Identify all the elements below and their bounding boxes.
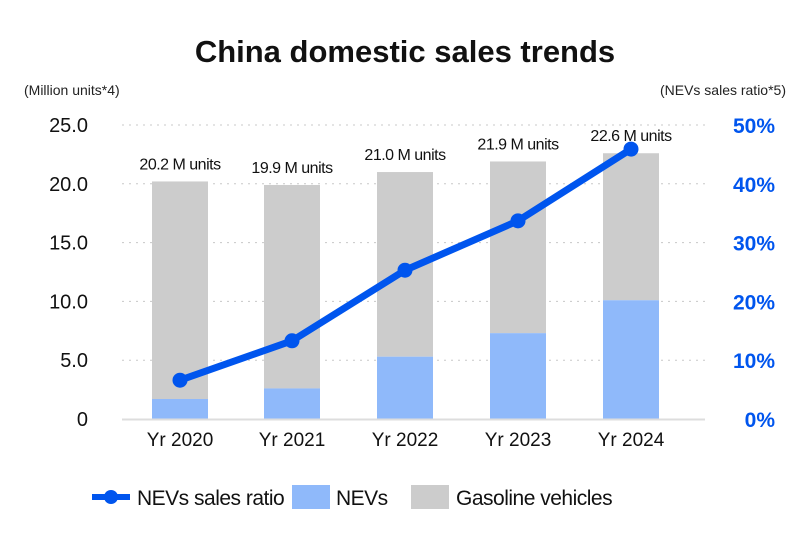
bar-nev bbox=[490, 333, 546, 419]
bar-gasoline bbox=[152, 181, 208, 400]
legend-label: NEVs bbox=[336, 487, 388, 510]
x-tick-label: Yr 2022 bbox=[372, 430, 439, 451]
x-tick-label: Yr 2023 bbox=[485, 430, 552, 451]
total-label: 19.9 M units bbox=[251, 160, 333, 177]
total-label: 21.9 M units bbox=[477, 136, 559, 153]
y2-tick-label: 10% bbox=[733, 350, 775, 373]
bar-nev bbox=[603, 300, 659, 419]
point-nev-ratio bbox=[623, 141, 639, 157]
y-tick-label: 10.0 bbox=[49, 291, 88, 313]
y-tick-label: 15.0 bbox=[49, 233, 88, 255]
bar-gasoline bbox=[490, 161, 546, 334]
legend-point-swatch bbox=[104, 490, 118, 504]
y2-tick-label: 20% bbox=[733, 291, 775, 314]
total-label: 21.0 M units bbox=[364, 147, 446, 164]
total-label: 22.6 M units bbox=[590, 128, 672, 145]
x-tick-label: Yr 2024 bbox=[598, 430, 665, 451]
y2-tick-label: 50% bbox=[733, 115, 775, 138]
y-tick-label: 0 bbox=[77, 409, 88, 431]
legend-label: Gasoline vehicles bbox=[456, 487, 612, 510]
y-tick-label: 25.0 bbox=[49, 115, 88, 137]
bar-nev bbox=[264, 388, 320, 419]
total-label: 20.2 M units bbox=[139, 156, 221, 173]
y2-tick-label: 40% bbox=[733, 174, 775, 197]
x-tick-label: Yr 2021 bbox=[259, 430, 326, 451]
bar-nev bbox=[152, 399, 208, 419]
chart-title: China domestic sales trends bbox=[195, 34, 615, 69]
x-tick-label: Yr 2020 bbox=[147, 430, 214, 451]
legend-label: NEVs sales ratio bbox=[137, 487, 284, 510]
legend-nev-swatch bbox=[292, 485, 330, 509]
y2-tick-label: 30% bbox=[733, 233, 775, 256]
y2-tick-label: 0% bbox=[745, 409, 776, 432]
bar-gasoline bbox=[264, 184, 320, 389]
point-nev-ratio bbox=[284, 333, 300, 349]
y-tick-label: 5.0 bbox=[60, 350, 88, 372]
bar-nev bbox=[377, 356, 433, 419]
point-nev-ratio bbox=[510, 213, 526, 229]
y2-axis-label: (NEVs sales ratio*5) bbox=[660, 82, 786, 98]
point-nev-ratio bbox=[172, 372, 188, 388]
y-tick-label: 20.0 bbox=[49, 174, 88, 196]
bar-gasoline bbox=[603, 153, 659, 301]
legend-gasoline-swatch bbox=[411, 485, 449, 509]
y-axis-label: (Million units*4) bbox=[24, 82, 120, 98]
point-nev-ratio bbox=[397, 262, 413, 278]
